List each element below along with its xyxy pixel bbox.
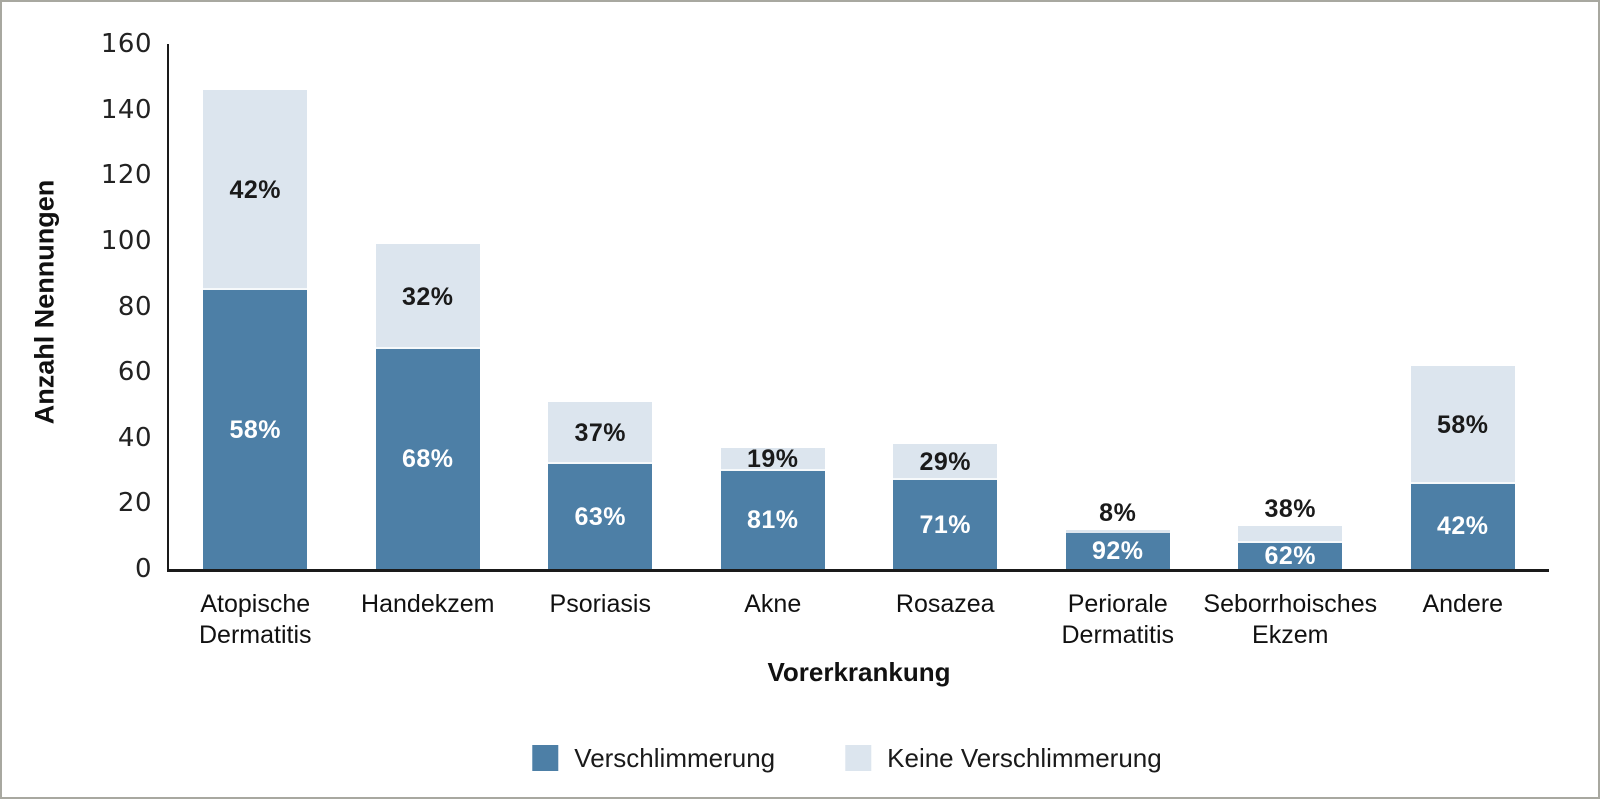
category-label: Periorale Dermatitis [1061, 590, 1174, 649]
segment-label: 92% [1091, 536, 1144, 565]
segment-label: 29% [919, 448, 972, 477]
bar-segment-keine-verschlimmerung [893, 444, 998, 481]
y-tick-label: 100 [100, 225, 152, 256]
x-axis-title: Vorerkrankung [767, 657, 951, 687]
bar-segment-verschlimmerung [375, 349, 480, 569]
y-tick-label: 40 [117, 422, 152, 453]
bar-segment-verschlimmerung [203, 290, 308, 569]
segment-label: 62% [1264, 541, 1317, 570]
category-label: Andere [1422, 590, 1504, 618]
legend-item: Verschlimmerung [532, 743, 775, 773]
y-tick-label: 140 [100, 94, 152, 125]
y-tick-label: 120 [100, 160, 152, 191]
category-label: Akne [744, 590, 802, 618]
y-tick-label: 60 [117, 357, 152, 388]
category-label: Rosazea [895, 590, 995, 618]
segment-label: 42% [1436, 512, 1489, 541]
category-label: Handekzem [361, 590, 495, 618]
bar-segment-verschlimmerung [1065, 532, 1170, 569]
y-tick-label: 0 [134, 554, 152, 584]
y-tick-label: 160 [100, 29, 152, 59]
segment-label: 32% [401, 282, 454, 311]
segment-label: 42% [229, 176, 282, 205]
legend-swatch-keine-verschlimmerung [845, 745, 872, 771]
segment-label: 81% [746, 505, 799, 534]
legend-swatch-verschlimmerung [532, 745, 559, 771]
segment-label: 8% [1099, 498, 1137, 527]
category-label: Atopische Dermatitis [198, 590, 312, 649]
bar-segment-keine-verschlimmerung [1065, 529, 1170, 533]
bar-segment-keine-verschlimmerung [720, 447, 825, 471]
segment-label: 68% [401, 445, 454, 474]
legend-label: Keine Verschlimmerung [887, 743, 1162, 773]
legend: Verschlimmerung Keine Verschlimmerung [532, 743, 1162, 773]
segment-label: 71% [919, 510, 972, 539]
segment-label: 38% [1264, 495, 1317, 524]
bar-segment-keine-verschlimmerung [548, 401, 653, 464]
bar-segment-keine-verschlimmerung [1410, 365, 1515, 484]
y-tick-label: 20 [117, 488, 152, 519]
segment-label: 63% [574, 502, 627, 531]
y-tick-label: 80 [117, 291, 152, 322]
bar-segment-verschlimmerung [548, 464, 653, 569]
legend-item: Keine Verschlimmerung [845, 743, 1162, 773]
segment-label: 58% [229, 415, 282, 444]
bar-segment-verschlimmerung [893, 480, 998, 569]
bar-segment-verschlimmerung [1410, 483, 1515, 569]
legend-label: Verschlimmerung [574, 743, 776, 773]
segment-label: 19% [746, 445, 799, 474]
bar-segment-keine-verschlimmerung [1238, 526, 1343, 543]
bar-segment-keine-verschlimmerung [375, 244, 480, 350]
category-label: Seborrhoisches Ekzem [1203, 590, 1378, 649]
plot-area: 58% 42% 68% 32% 63% 37% 81% 19% 71% 29% 92% 8% 62% 38… [167, 44, 1549, 572]
bar-segment-verschlimmerung [1238, 542, 1343, 569]
category-label: Psoriasis [549, 590, 651, 618]
bar-segment-verschlimmerung [720, 470, 825, 569]
bar-segment-keine-verschlimmerung [203, 89, 308, 291]
segment-label: 58% [1436, 410, 1489, 439]
segment-label: 37% [574, 418, 627, 447]
